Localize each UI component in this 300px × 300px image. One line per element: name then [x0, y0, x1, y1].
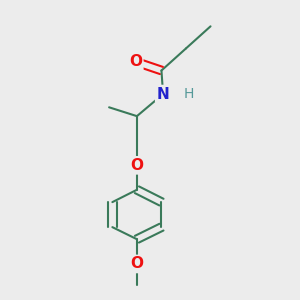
Text: N: N [157, 87, 169, 102]
Text: O: O [130, 256, 143, 272]
Text: O: O [130, 158, 143, 173]
Text: O: O [129, 54, 142, 69]
Text: H: H [184, 87, 194, 101]
